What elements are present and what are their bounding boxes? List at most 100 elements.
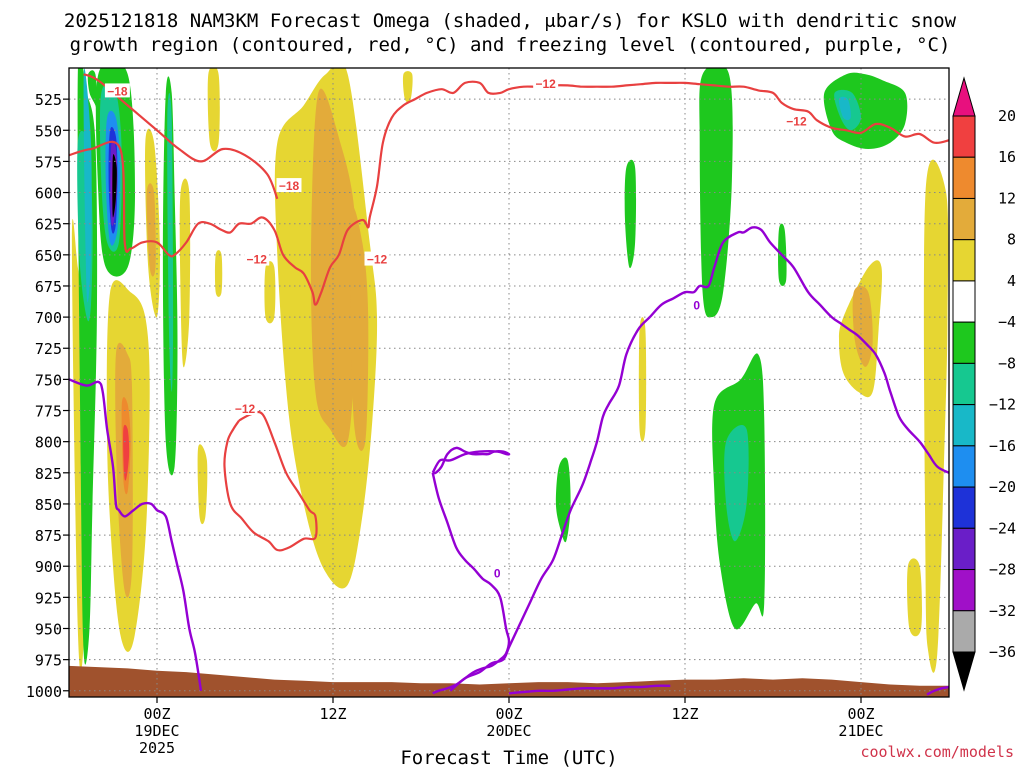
red-contour-label: −18 xyxy=(107,84,128,98)
red-contour-line xyxy=(69,80,949,306)
omega-region xyxy=(838,96,851,121)
x-tick-label: 2025 xyxy=(139,739,175,757)
y-tick-label: 525 xyxy=(35,91,62,109)
omega-shading xyxy=(71,68,949,673)
y-tick-label: 625 xyxy=(35,216,62,234)
omega-region xyxy=(167,92,174,392)
colorbar-bin xyxy=(952,569,976,612)
x-tick-label: 00Z xyxy=(495,705,522,723)
purple-contour-label: 0 xyxy=(693,299,700,313)
freezing-level-contours xyxy=(69,226,949,696)
omega-region xyxy=(350,206,369,451)
colorbar-tick-label: −8 xyxy=(998,354,1016,372)
red-contour-label-background xyxy=(232,401,258,416)
colorbar-tick-label: 16 xyxy=(998,148,1016,166)
colorbar-tick-label: −36 xyxy=(989,643,1016,661)
purple-contour-line xyxy=(431,446,511,475)
red-contour-label: −12 xyxy=(367,253,388,267)
red-contour-label-background xyxy=(364,251,390,266)
colorbar-tick-label: 8 xyxy=(1007,231,1016,249)
x-tick-label: 21DEC xyxy=(838,722,883,740)
omega-region xyxy=(112,154,117,218)
plot-area-background xyxy=(69,68,949,697)
colorbar-tick-label: −16 xyxy=(989,437,1016,455)
x-tick-label: 00Z xyxy=(847,705,874,723)
title-line-2: growth region (contoured, red, °C) and f… xyxy=(70,34,951,56)
y-tick-label: 725 xyxy=(35,340,62,358)
omega-region xyxy=(146,183,156,277)
red-contour-label: −12 xyxy=(247,253,268,267)
colorbar-bin xyxy=(952,321,976,364)
colorbar-tick-label: −12 xyxy=(989,396,1016,414)
y-tick-label: 575 xyxy=(35,153,62,171)
colorbar-bin xyxy=(952,527,976,571)
x-tick-label: 00Z xyxy=(143,705,170,723)
x-tick-label: 12Z xyxy=(671,705,698,723)
y-tick-label: 750 xyxy=(35,371,62,389)
colorbar-tick-label: −28 xyxy=(989,561,1016,579)
colorbar-top-arrow xyxy=(952,76,976,117)
y-tick-label: 700 xyxy=(35,309,62,327)
terrain xyxy=(69,665,949,697)
omega-region xyxy=(923,159,949,673)
y-tick-label: 650 xyxy=(35,247,62,265)
red-contour-label-background xyxy=(276,178,302,193)
red-contour-line xyxy=(223,410,318,552)
y-tick-label: 900 xyxy=(35,558,62,576)
omega-region xyxy=(83,68,92,303)
y-tick-label: 975 xyxy=(35,652,62,670)
y-tick-label: 925 xyxy=(35,589,62,607)
terrain-fill xyxy=(69,665,949,697)
title-line-1: 2025121818 NAM3KM Forecast Omega (shaded… xyxy=(64,10,957,32)
y-tick-label: 825 xyxy=(35,465,62,483)
red-contour-label-background xyxy=(783,113,809,128)
omega-region xyxy=(179,178,191,368)
x-tick-label: 20DEC xyxy=(486,722,531,740)
y-tick-label: 1000 xyxy=(26,683,62,701)
colorbar: 20 16 12 8 4 −4 −8 −12 −16 −20 −24 −28 −32 −36 xyxy=(952,76,1016,692)
x-axis-label: Forecast Time (UTC) xyxy=(400,747,617,768)
y-tick-label: 800 xyxy=(35,434,62,452)
colorbar-tick-label: −24 xyxy=(989,519,1016,537)
colorbar-tick-label: 4 xyxy=(1007,272,1016,290)
red-contour-label: −12 xyxy=(786,114,807,128)
x-tick-label: 19DEC xyxy=(134,722,179,740)
omega-region xyxy=(123,424,130,481)
colorbar-tick-label: 20 xyxy=(998,107,1016,125)
red-contour-label: −18 xyxy=(279,179,300,193)
omega-region xyxy=(214,250,223,297)
colorbar-bin xyxy=(952,404,976,447)
gridlines xyxy=(69,68,949,697)
colorbar-bin xyxy=(952,362,976,406)
colorbar-bin xyxy=(952,486,976,529)
colorbar-bin xyxy=(952,115,976,158)
omega-region xyxy=(264,261,276,324)
red-contour-label: −12 xyxy=(535,77,556,91)
colorbar-bin xyxy=(952,610,976,653)
red-contour-label-background xyxy=(533,75,559,90)
colorbar-bin xyxy=(952,280,976,323)
y-axis: 525 550 575 600 625 650 675 700 725 750 775 800 825 8… xyxy=(26,91,69,701)
y-tick-label: 875 xyxy=(35,527,62,545)
omega-region xyxy=(207,68,220,152)
purple-contour-label-background xyxy=(491,565,503,580)
purple-contour-line xyxy=(449,226,949,692)
omega-region xyxy=(402,71,413,103)
colorbar-bin xyxy=(952,445,976,488)
colorbar-tick-label: −20 xyxy=(989,478,1016,496)
colorbar-tick-label: 12 xyxy=(998,189,1016,207)
y-tick-label: 600 xyxy=(35,185,62,203)
omega-region xyxy=(310,88,357,448)
red-contour-label-background xyxy=(104,83,130,98)
purple-contour-line xyxy=(508,684,671,695)
colorbar-tick-label: −4 xyxy=(998,313,1016,331)
purple-contour-label: 0 xyxy=(494,566,501,580)
red-contour-label: −12 xyxy=(235,402,256,416)
credit-text: coolwx.com/models xyxy=(860,743,1014,761)
omega-region xyxy=(87,70,99,119)
contour-labels: −18 −18 −12 −12 −12 −12 −12 0 0 xyxy=(104,75,809,580)
x-tick-label: 12Z xyxy=(319,705,346,723)
purple-contour-line xyxy=(69,378,203,691)
